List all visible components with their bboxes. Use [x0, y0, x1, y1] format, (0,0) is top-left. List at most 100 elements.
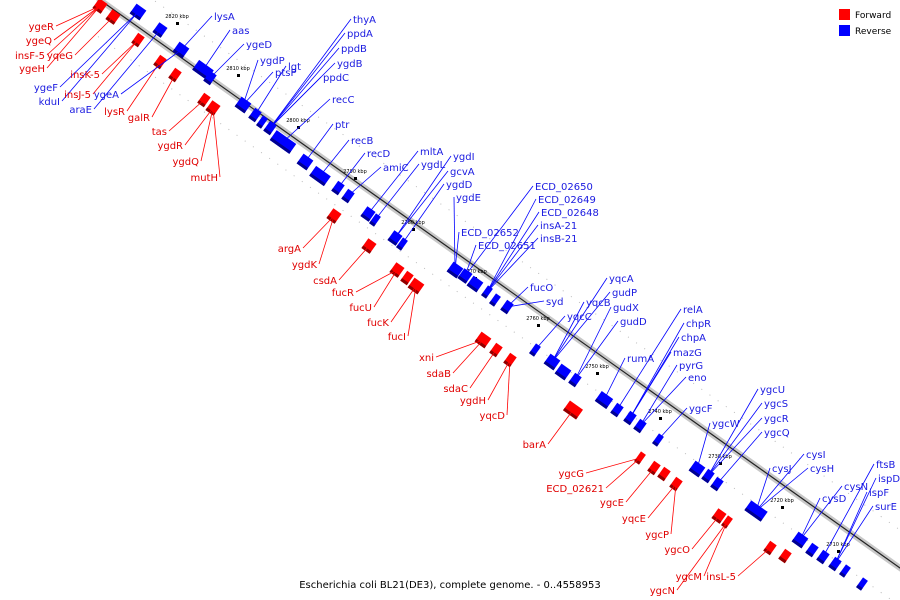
reverse-gene	[839, 564, 851, 578]
leader-line	[707, 402, 763, 477]
leader-line	[254, 65, 287, 116]
legend-reverse-label: Reverse	[855, 27, 892, 37]
leader-line	[126, 61, 161, 112]
leader-line	[212, 107, 221, 178]
leader-line	[834, 505, 874, 565]
reverse-gene-label: cysI	[806, 450, 826, 461]
leader-line	[93, 29, 161, 110]
leader-line	[574, 306, 612, 381]
leader-line	[452, 339, 484, 374]
forward-track-dots	[97, 36, 893, 600]
reverse-gene-label: ygdD	[446, 180, 473, 191]
reverse-gene-label: lysA	[214, 12, 235, 23]
forward-gene-label: tas	[152, 127, 167, 138]
reverse-gene-label: ppdC	[323, 73, 349, 84]
forward-gene-label: insL-5	[706, 572, 736, 583]
forward-gene-label: ygdQ	[173, 157, 200, 168]
reverse-gene-label: ygeD	[246, 40, 272, 51]
kbp-tick-label: 2760 kbp	[526, 316, 550, 322]
leader-line	[55, 5, 101, 27]
leader-line	[629, 351, 672, 419]
leader-line	[506, 359, 511, 416]
reverse-gene-label: lgt	[288, 62, 301, 73]
leader-line	[209, 43, 245, 79]
forward-gene-label: ygeR	[29, 22, 54, 33]
leader-line	[46, 5, 101, 56]
reverse-gene	[805, 542, 819, 558]
kbp-tick-label: 2810 kbp	[226, 66, 250, 72]
leader-line	[168, 99, 205, 132]
reverse-gene-label: ygcS	[764, 399, 788, 410]
reverse-gene-label: gcvA	[450, 167, 475, 178]
kbp-tick-mark	[781, 506, 784, 509]
leader-line	[120, 49, 182, 95]
forward-gene-label: xni	[419, 353, 434, 364]
reverse-gene-label: mazG	[673, 348, 702, 359]
leader-line	[46, 5, 101, 69]
reverse-gene-label: ptr	[335, 120, 350, 131]
forward-gene-label: ygeH	[19, 64, 45, 75]
leader-line	[707, 417, 763, 477]
reverse-gene-label: recC	[332, 95, 355, 106]
leader-line	[394, 170, 449, 239]
gene-features	[92, 0, 868, 591]
leader-line	[616, 308, 682, 411]
leader-line	[355, 269, 398, 293]
reverse-gene-label: recD	[367, 149, 391, 160]
reverse-gene	[489, 293, 501, 307]
leader-line	[487, 359, 511, 401]
forward-gene-label: fucR	[332, 288, 354, 299]
forward-gene	[778, 548, 792, 564]
leader-line	[703, 521, 728, 577]
kbp-tick-mark	[237, 74, 240, 77]
leader-line	[834, 491, 868, 565]
kbp-tick-mark	[176, 22, 179, 25]
kbp-tick-mark	[596, 372, 599, 375]
leader-line	[547, 409, 574, 445]
forward-gene-label: ygdK	[292, 260, 318, 271]
kbp-tick-label: 2780 kbp	[401, 220, 425, 226]
reverse-gene-label: rumA	[627, 354, 654, 365]
reverse-gene-label: ECD_02648	[541, 208, 599, 219]
reverse-gene	[466, 275, 484, 293]
leader-line	[486, 224, 539, 293]
leader-line	[200, 107, 214, 162]
leader-line	[302, 215, 335, 249]
leader-line	[337, 152, 366, 189]
kbp-tick-label: 2820 kbp	[165, 14, 189, 20]
leader-line	[282, 98, 331, 143]
reverse-gene-label: amiC	[383, 163, 409, 174]
kbp-tick-mark	[354, 177, 357, 180]
leader-line	[464, 185, 534, 277]
reverse-gene-label: cysJ	[772, 464, 792, 475]
leader-line	[184, 107, 214, 146]
reverse-gene-label: eno	[688, 373, 707, 384]
reverse-gene-label: syd	[546, 297, 563, 308]
leader-line	[506, 286, 529, 308]
reverse-gene-label: ygcR	[764, 414, 789, 425]
leader-line	[737, 547, 771, 577]
reverse-gene-label: yqcC	[567, 312, 592, 323]
forward-gene-label: ygdR	[157, 141, 183, 152]
leader-line	[486, 211, 540, 293]
reverse-gene-label: ftsB	[876, 460, 895, 471]
leader-line	[53, 5, 101, 41]
reverse-gene-label: ygeF	[34, 83, 58, 94]
reverse-gene-label: surE	[875, 502, 897, 513]
leader-line	[453, 196, 456, 271]
leader-line	[180, 15, 213, 51]
leader-line	[92, 39, 139, 95]
reverse-gene-label: ECD_02650	[535, 182, 593, 193]
kbp-scale: 2820 kbp 2810 kbp 2800 kbp 2790 kbp 2780 kbp…	[165, 14, 850, 553]
leader-line	[486, 198, 537, 293]
leader-line	[469, 349, 497, 389]
leader-line	[338, 245, 370, 281]
reverse-gene-label: aas	[232, 26, 249, 37]
kbp-tick-label: 2750 kbp	[585, 364, 609, 370]
reverse-gene-label: gudD	[620, 317, 647, 328]
leader-line	[551, 277, 608, 363]
legend-reverse-swatch	[839, 25, 850, 36]
reverse-gene-label: fucO	[530, 283, 553, 294]
forward-gene-label: ygcN	[650, 586, 675, 597]
